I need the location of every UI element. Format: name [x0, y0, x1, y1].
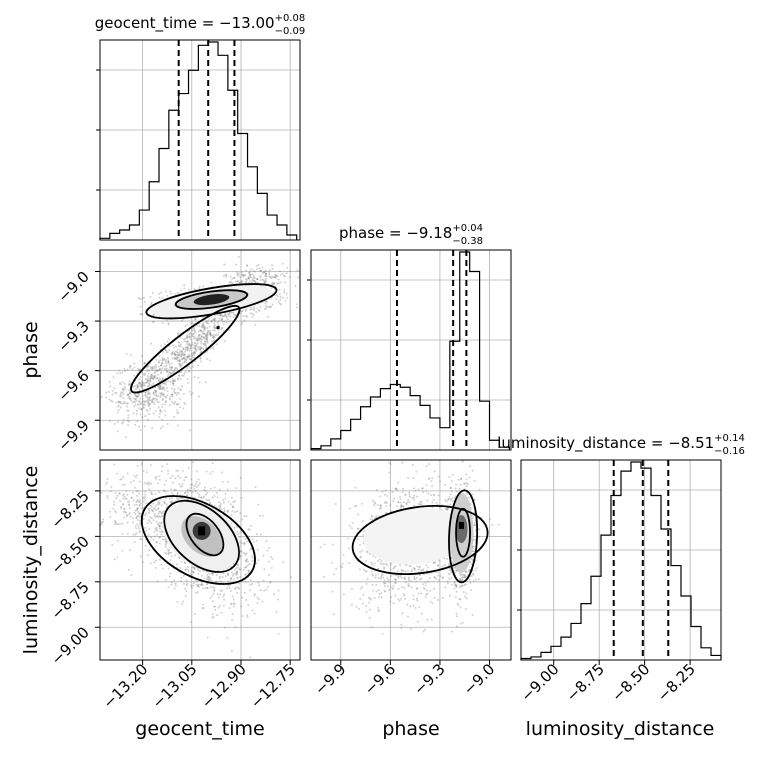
x-tick-label: −13.05	[149, 660, 201, 712]
contour-line	[455, 507, 471, 558]
histogram-luminosity_distance	[520, 461, 722, 660]
contour-line	[174, 289, 249, 310]
histogram-frame-phase	[310, 249, 512, 451]
contour-line	[448, 489, 479, 584]
density-pixel	[216, 326, 220, 330]
x-tick-label: −13.20	[99, 660, 151, 712]
x-axis-label-luminosity_distance: luminosity_distance	[526, 718, 715, 740]
panel-frame-geocent_time-luminosity_distance	[99, 459, 301, 661]
x-tick-label: −8.50	[608, 660, 653, 705]
panel-title-geocent_time: geocent_time = −13.00+0.08	[95, 13, 305, 33]
y-tick-label: −9.00	[48, 623, 93, 668]
y-axis-label-phase: phase	[20, 321, 42, 378]
x-tick-label: −8.75	[563, 660, 608, 705]
x-tick-label: −9.6	[361, 660, 399, 698]
x-tick-label: −9.9	[311, 660, 349, 698]
y-axis-label-luminosity_distance: luminosity_distance	[20, 466, 42, 655]
panel-title-sub-geocent_time: −0.09	[275, 26, 306, 37]
y-tick-label: −8.75	[48, 578, 93, 623]
x-tick-label: −9.00	[517, 660, 562, 705]
y-tick-label: −9.0	[54, 268, 92, 306]
density-fill	[193, 294, 230, 306]
x-axis-label-geocent_time: geocent_time	[135, 718, 264, 740]
density-fill	[455, 515, 468, 544]
panel-title-phase: phase = −9.18+0.04	[339, 223, 483, 242]
contour-line	[130, 304, 241, 394]
scatter-points	[100, 256, 299, 439]
histogram-geocent_time	[99, 41, 298, 240]
x-tick-label: −9.0	[460, 660, 498, 698]
contour-line	[163, 499, 240, 573]
contour-line	[140, 495, 256, 585]
panel-title-sub-luminosity_distance: −0.16	[714, 446, 745, 457]
x-axis-label-phase: phase	[382, 718, 439, 740]
histogram-frame-luminosity_distance	[520, 459, 722, 661]
x-tick-label: −9.3	[410, 660, 448, 698]
y-tick-label: −8.50	[48, 532, 93, 577]
x-tick-label: −12.75	[247, 660, 299, 712]
panel-frame-phase-luminosity_distance	[310, 459, 512, 661]
density-pixel	[198, 526, 206, 536]
panel-frame-geocent_time-phase	[99, 249, 301, 451]
density-pixel	[458, 521, 464, 529]
x-tick-label: −12.90	[198, 660, 250, 712]
y-tick-label: −9.3	[54, 317, 92, 355]
histogram-phase	[310, 251, 510, 450]
panel-title-sub-phase: −0.38	[452, 236, 483, 247]
y-tick-label: −8.25	[48, 487, 93, 532]
x-tick-label: −8.25	[654, 660, 699, 705]
panel-title-luminosity_distance: luminosity_distance = −8.51+0.14	[497, 433, 745, 453]
y-tick-label: −9.6	[54, 367, 92, 405]
contour-line	[185, 512, 225, 557]
histogram-frame-geocent_time	[99, 39, 301, 241]
density-fill	[363, 508, 467, 565]
y-tick-label: −9.9	[54, 416, 92, 454]
contour-line	[351, 505, 489, 575]
